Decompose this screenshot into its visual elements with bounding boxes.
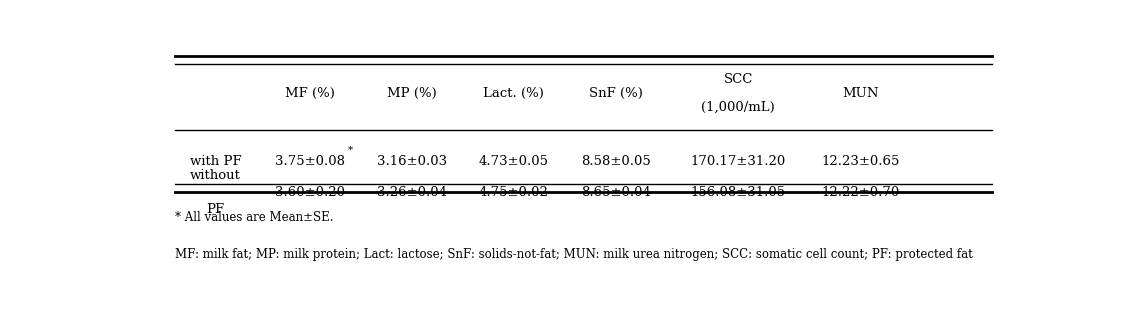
Text: PF: PF [206,203,225,216]
Text: 3.16±0.03: 3.16±0.03 [377,155,447,168]
Text: * All values are Mean±SE.: * All values are Mean±SE. [175,211,333,224]
Text: 12.23±0.65: 12.23±0.65 [822,155,900,168]
Text: 8.65±0.04: 8.65±0.04 [581,186,651,199]
Text: MP (%): MP (%) [387,87,436,100]
Text: 12.22±0.70: 12.22±0.70 [822,186,900,199]
Text: 4.75±0.02: 4.75±0.02 [479,186,548,199]
Text: MF: milk fat; MP: milk protein; Lact: lactose; SnF: solids-not-fat; MUN: milk ur: MF: milk fat; MP: milk protein; Lact: la… [175,248,973,261]
Text: 170.17±31.20: 170.17±31.20 [691,155,786,168]
Text: 8.58±0.05: 8.58±0.05 [581,155,651,168]
Text: SnF (%): SnF (%) [589,87,642,100]
Text: Lact. (%): Lact. (%) [483,87,544,100]
Text: *: * [348,146,353,155]
Text: 3.75±0.08: 3.75±0.08 [275,155,344,168]
Text: 3.60±0.20: 3.60±0.20 [275,186,344,199]
Text: 3.26±0.04: 3.26±0.04 [377,186,446,199]
Text: with PF: with PF [189,155,241,168]
Text: MUN: MUN [843,87,879,100]
Text: 156.08±31.05: 156.08±31.05 [691,186,786,199]
Text: (1,000/mL): (1,000/mL) [702,100,776,113]
Text: SCC: SCC [724,73,753,86]
Text: 4.73±0.05: 4.73±0.05 [479,155,549,168]
Text: without: without [191,168,241,182]
Text: MF (%): MF (%) [285,87,334,100]
